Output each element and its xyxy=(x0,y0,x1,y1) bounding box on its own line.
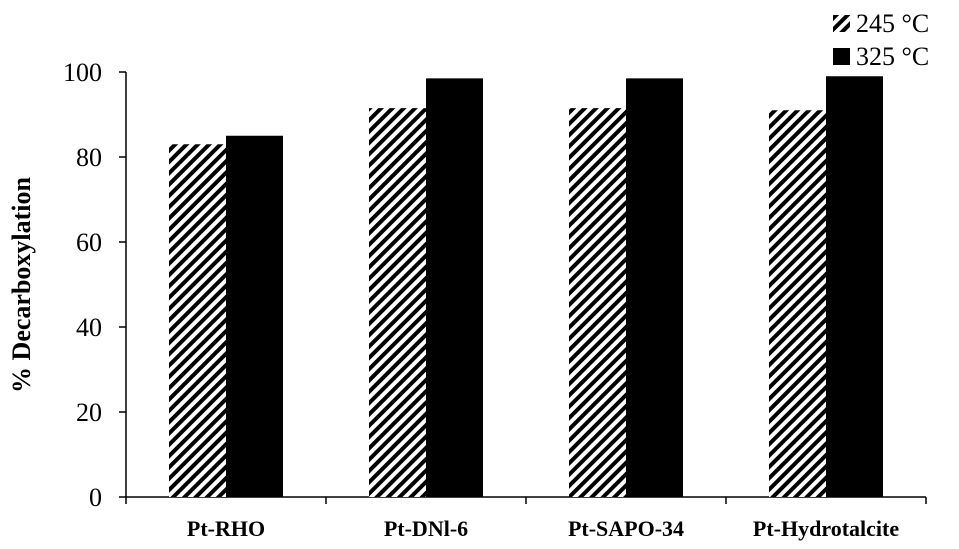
plot-area: 0 20 40 60 80 100 Pt-RHO Pt-DNl-6 Pt-SAPO-34 Pt-H… xyxy=(63,58,927,541)
y-tick-label: 20 xyxy=(76,398,102,427)
y-tick-label: 0 xyxy=(89,483,102,512)
legend-label: 245 °C xyxy=(856,9,929,38)
bar-245c-pt-hydrotalcite xyxy=(769,110,826,497)
bar-325c-pt-rho xyxy=(226,135,283,497)
y-axis-title: % Decarboxylation xyxy=(7,176,36,392)
bar-245c-pt-dnl-6 xyxy=(369,108,426,497)
x-category-label: Pt-RHO xyxy=(187,516,265,541)
x-category-label: Pt-Hydrotalcite xyxy=(753,516,899,541)
bar-325c-pt-hydrotalcite xyxy=(826,76,883,497)
y-tick-label: 40 xyxy=(76,313,102,342)
y-tick-label: 100 xyxy=(63,58,102,87)
x-category-label: Pt-DNl-6 xyxy=(384,516,468,541)
bar-245c-pt-sapo-34 xyxy=(569,108,626,497)
bar-325c-pt-dnl-6 xyxy=(426,78,483,497)
bar-245c-pt-rho xyxy=(169,144,226,497)
x-category-label: Pt-SAPO-34 xyxy=(568,516,684,541)
bar-325c-pt-sapo-34 xyxy=(626,78,683,497)
legend-swatch xyxy=(833,48,850,65)
legend-swatch xyxy=(833,15,850,32)
y-tick-label: 60 xyxy=(76,228,102,257)
y-tick-label: 80 xyxy=(76,143,102,172)
legend-label: 325 °C xyxy=(856,42,929,71)
legend: 245 °C 325 °C xyxy=(833,9,929,71)
